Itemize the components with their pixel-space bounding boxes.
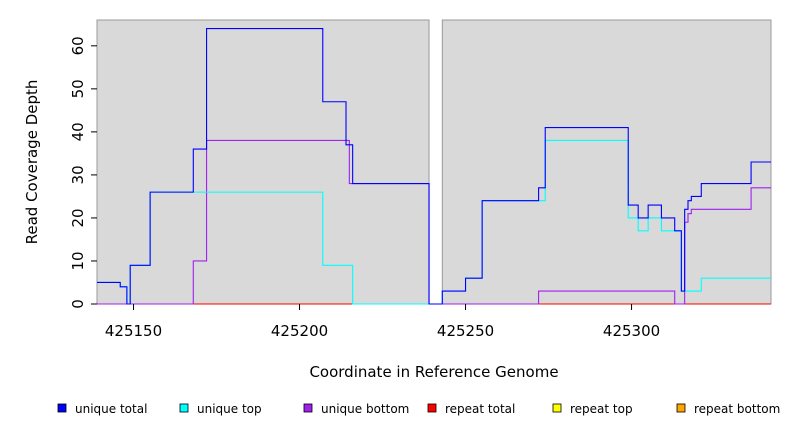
plot-region-2 [441, 19, 772, 305]
y-tick-label: 60 [69, 36, 87, 55]
y-tick-label: 30 [69, 165, 87, 184]
series-layer [97, 28, 771, 305]
y-tick-label: 50 [69, 79, 87, 98]
legend-label: repeat total [445, 402, 515, 416]
legend-label: repeat top [570, 402, 633, 416]
y-axis-title: Read Coverage Depth [23, 80, 41, 245]
legend-label: unique total [75, 402, 147, 416]
y-tick-label: 0 [69, 299, 87, 309]
x-tick-label: 425200 [271, 322, 328, 340]
axis-layer: 0 10 20 30 40 50 60 425150 425200 425250 425300 [69, 36, 660, 340]
legend-item-unique-top: unique top [179, 402, 262, 416]
legend-swatch [303, 403, 313, 413]
x-tick-label: 425300 [603, 322, 660, 340]
legend-label: unique top [197, 402, 262, 416]
plot-region-1 [96, 19, 430, 305]
legend-label: repeat bottom [694, 402, 780, 416]
x-axis-title: Coordinate in Reference Genome [309, 363, 558, 381]
legend: unique total unique top unique bottom repea… [57, 402, 780, 416]
legend-swatch [552, 403, 562, 413]
series-line-unique-total [97, 28, 771, 305]
y-tick-label: 40 [69, 122, 87, 141]
series-line-unique-bottom [97, 139, 771, 305]
legend-item-repeat-top: repeat top [552, 402, 633, 416]
legend-swatch [179, 403, 189, 413]
legend-item-unique-bottom: unique bottom [303, 402, 409, 416]
legend-item-repeat-total: repeat total [427, 402, 515, 416]
y-tick-label: 10 [69, 251, 87, 270]
x-tick-label: 425250 [437, 322, 494, 340]
legend-item-repeat-bottom: repeat bottom [676, 402, 780, 416]
y-tick-label: 20 [69, 208, 87, 227]
legend-swatch [676, 403, 686, 413]
legend-label: unique bottom [321, 402, 409, 416]
legend-swatch [57, 403, 67, 413]
legend-item-unique-total: unique total [57, 402, 147, 416]
regions-layer [96, 19, 772, 305]
legend-swatch [427, 403, 437, 413]
x-tick-label: 425150 [105, 322, 162, 340]
